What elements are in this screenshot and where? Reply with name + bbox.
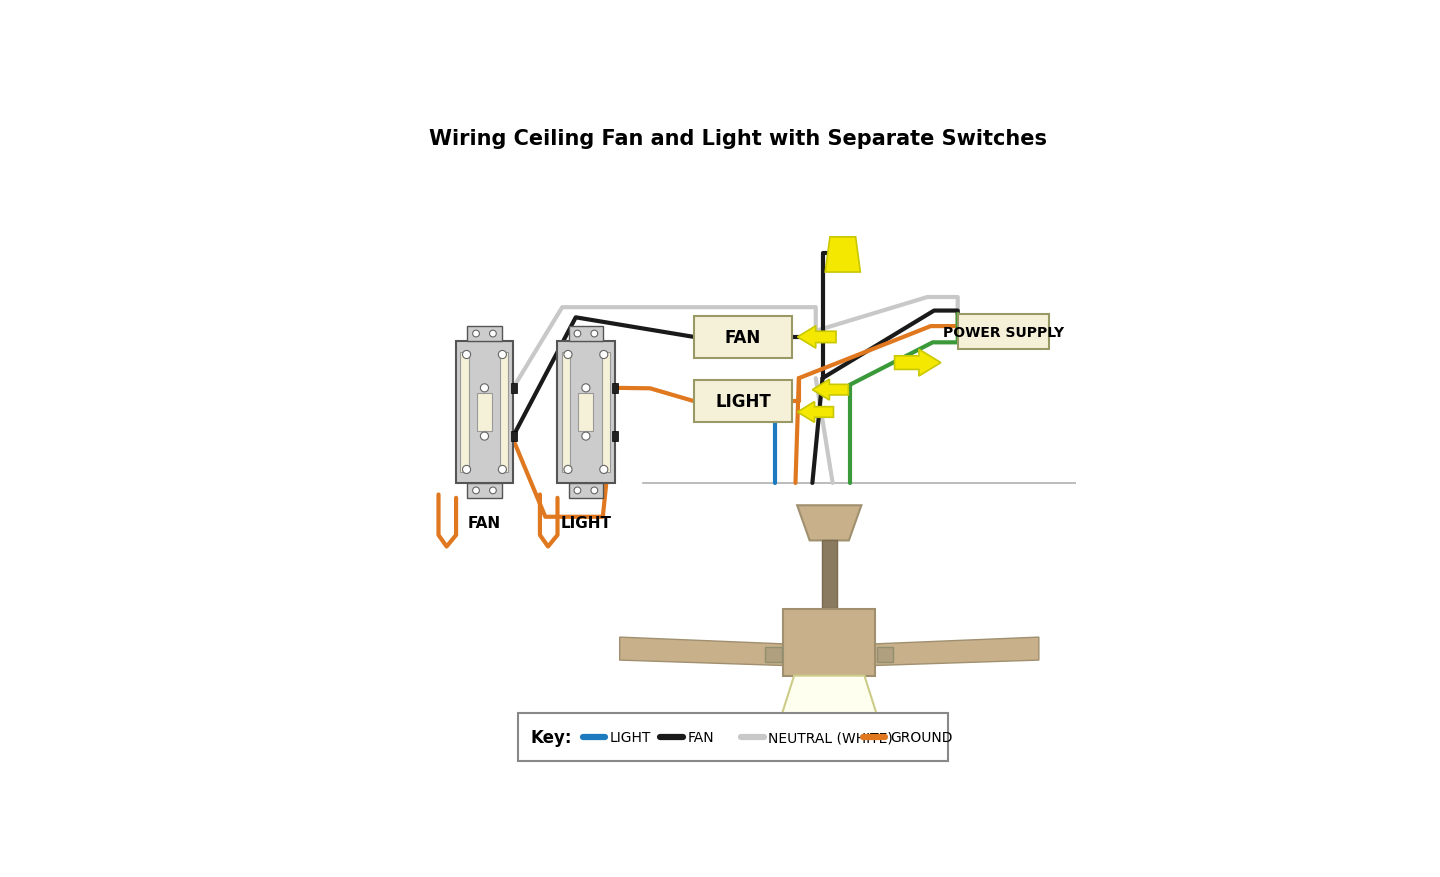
Bar (783, 610, 876, 676)
Bar (557, 341, 615, 483)
Bar (511, 431, 517, 441)
Circle shape (590, 488, 598, 495)
Circle shape (575, 488, 580, 495)
Circle shape (490, 488, 497, 495)
Bar (822, 541, 837, 609)
Text: Key:: Key: (530, 728, 572, 746)
Circle shape (582, 384, 590, 392)
Bar (518, 713, 948, 761)
Circle shape (472, 488, 480, 495)
Polygon shape (812, 380, 848, 401)
Bar (612, 383, 618, 393)
Circle shape (599, 351, 608, 360)
Polygon shape (798, 506, 861, 541)
Bar (602, 353, 611, 472)
Bar (461, 353, 468, 472)
Circle shape (498, 466, 507, 474)
Bar (455, 341, 513, 483)
Bar (694, 381, 792, 423)
Polygon shape (619, 638, 783, 666)
Circle shape (462, 351, 471, 360)
Polygon shape (876, 638, 1038, 666)
Circle shape (472, 331, 480, 338)
Bar (562, 353, 570, 472)
Bar (467, 483, 501, 498)
Circle shape (599, 466, 608, 474)
Text: LIGHT: LIGHT (560, 515, 612, 530)
Polygon shape (825, 238, 860, 273)
Bar (500, 353, 508, 472)
Bar (569, 327, 603, 342)
Bar (694, 317, 792, 359)
Text: LIGHT: LIGHT (609, 731, 651, 745)
Polygon shape (894, 350, 940, 376)
Circle shape (462, 466, 471, 474)
Circle shape (498, 351, 507, 360)
Circle shape (490, 331, 497, 338)
Text: Wiring Ceiling Fan and Light with Separate Switches: Wiring Ceiling Fan and Light with Separa… (429, 129, 1047, 149)
Bar (877, 647, 893, 662)
Text: NEUTRAL (WHITE): NEUTRAL (WHITE) (769, 731, 893, 745)
Text: FAN: FAN (687, 731, 714, 745)
Circle shape (575, 331, 580, 338)
Circle shape (564, 466, 572, 474)
Bar (765, 647, 782, 662)
Polygon shape (780, 676, 878, 741)
Bar (477, 394, 492, 431)
Text: FAN: FAN (724, 329, 762, 346)
Bar (467, 327, 501, 342)
Polygon shape (798, 402, 834, 423)
Text: POWER SUPPLY: POWER SUPPLY (943, 325, 1064, 339)
Text: FAN: FAN (468, 515, 501, 530)
Bar (579, 394, 593, 431)
Bar (612, 431, 618, 441)
Circle shape (582, 432, 590, 440)
Text: GROUND: GROUND (890, 731, 953, 745)
Bar (958, 315, 1048, 350)
Polygon shape (798, 326, 837, 349)
Circle shape (481, 432, 488, 440)
Circle shape (481, 384, 488, 392)
Circle shape (564, 351, 572, 360)
Bar (511, 383, 517, 393)
Circle shape (590, 331, 598, 338)
Bar (569, 483, 603, 498)
Text: LIGHT: LIGHT (716, 393, 770, 410)
